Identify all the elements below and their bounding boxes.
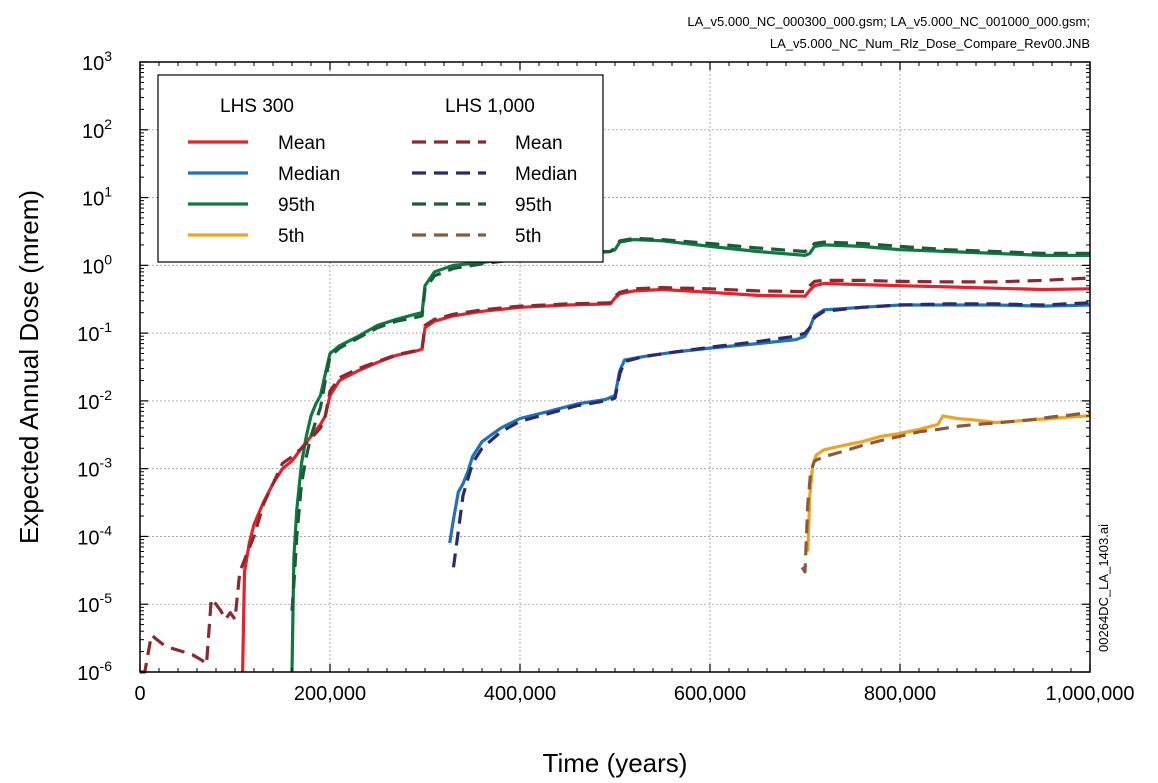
legend-label: Mean	[515, 133, 563, 154]
legend-label: 5th	[515, 226, 541, 247]
y-tick-label: 10-2	[77, 387, 112, 414]
legend-label: 5th	[278, 226, 304, 247]
y-tick-label: 103	[82, 48, 112, 75]
x-tick-label: 400,000	[484, 683, 556, 705]
y-tick-exponent: -2	[100, 387, 113, 403]
y-tick-label: 10-3	[77, 455, 112, 482]
y-tick-exponent: -6	[100, 658, 113, 674]
series-line-lhs-1-000-95th	[290, 236, 1090, 611]
y-tick-base: 10	[77, 527, 99, 549]
y-tick-exponent: -1	[100, 319, 113, 335]
x-tick-labels: 0 200,000 400,000 600,000 800,000 1,000,000	[134, 683, 1134, 705]
y-tick-exponent: -5	[100, 590, 113, 606]
file-names-line-1: LA_v5.000_NC_000300_000.gsm; LA_v5.000_N…	[687, 14, 1090, 29]
legend-label: 95th	[515, 195, 552, 216]
legend-label: Median	[515, 164, 577, 185]
legend-group-lhs-300: LHS 300	[220, 96, 294, 117]
y-tick-base: 10	[77, 392, 99, 414]
series-line-lhs-1-000-median	[451, 301, 1091, 568]
y-tick-label: 10-4	[77, 522, 112, 549]
y-tick-base: 10	[77, 595, 99, 617]
x-tick-label: 200,000	[294, 683, 366, 705]
x-tick-label: 1,000,000	[1046, 683, 1135, 705]
x-axis-title: Time (years)	[543, 748, 688, 778]
y-tick-label: 102	[82, 116, 112, 143]
y-tick-label: 10-1	[77, 319, 112, 346]
legend-label: Median	[278, 164, 340, 185]
y-tick-base: 10	[77, 663, 99, 685]
y-tick-exponent: -3	[100, 455, 113, 471]
y-tick-exponent: -4	[100, 522, 113, 538]
y-tick-exponent: 1	[104, 184, 112, 200]
legend-box	[157, 74, 604, 263]
y-tick-exponent: 0	[104, 251, 112, 267]
plot-frame	[139, 61, 1091, 673]
y-tick-label: 10-6	[77, 658, 112, 685]
y-tick-base: 10	[82, 121, 104, 143]
legend-label: 95th	[278, 195, 315, 216]
x-tick-label: 0	[134, 683, 145, 705]
series-line-lhs-1-000-5th	[800, 410, 1091, 574]
legend: LHS 300 LHS 1,000 MeanMedian95th5thMeanM…	[157, 74, 604, 263]
y-tick-base: 10	[77, 324, 99, 346]
series-layer	[140, 236, 1091, 674]
y-tick-label: 101	[82, 184, 112, 211]
side-label: 00264DC_LA_1403.ai	[1096, 524, 1111, 652]
legend-label: Mean	[278, 133, 326, 154]
series-line-lhs-300-5th	[806, 414, 1091, 552]
series-line-lhs-1-000-mean	[140, 276, 1091, 674]
y-tick-base: 10	[82, 256, 104, 278]
y-tick-label: 100	[82, 251, 112, 278]
y-tick-exponent: 2	[104, 116, 112, 132]
y-axis-title: Expected Annual Dose (mrem)	[14, 190, 44, 544]
y-tick-base: 10	[82, 53, 104, 75]
x-tick-label: 800,000	[864, 683, 936, 705]
y-tick-exponent: 3	[104, 48, 112, 64]
y-tick-label: 10-5	[77, 590, 112, 617]
file-names-line-2: LA_v5.000_NC_Num_Rlz_Dose_Compare_Rev00.…	[770, 36, 1090, 51]
y-tick-base: 10	[82, 189, 104, 211]
x-tick-label: 600,000	[674, 683, 746, 705]
legend-items: Mean Median 95th 5th Mean Median 95th 5th	[188, 133, 577, 247]
legend-group-lhs-1000: LHS 1,000	[445, 96, 535, 117]
y-tick-base: 10	[77, 460, 99, 482]
series-line-lhs-300-mean	[241, 281, 1091, 673]
